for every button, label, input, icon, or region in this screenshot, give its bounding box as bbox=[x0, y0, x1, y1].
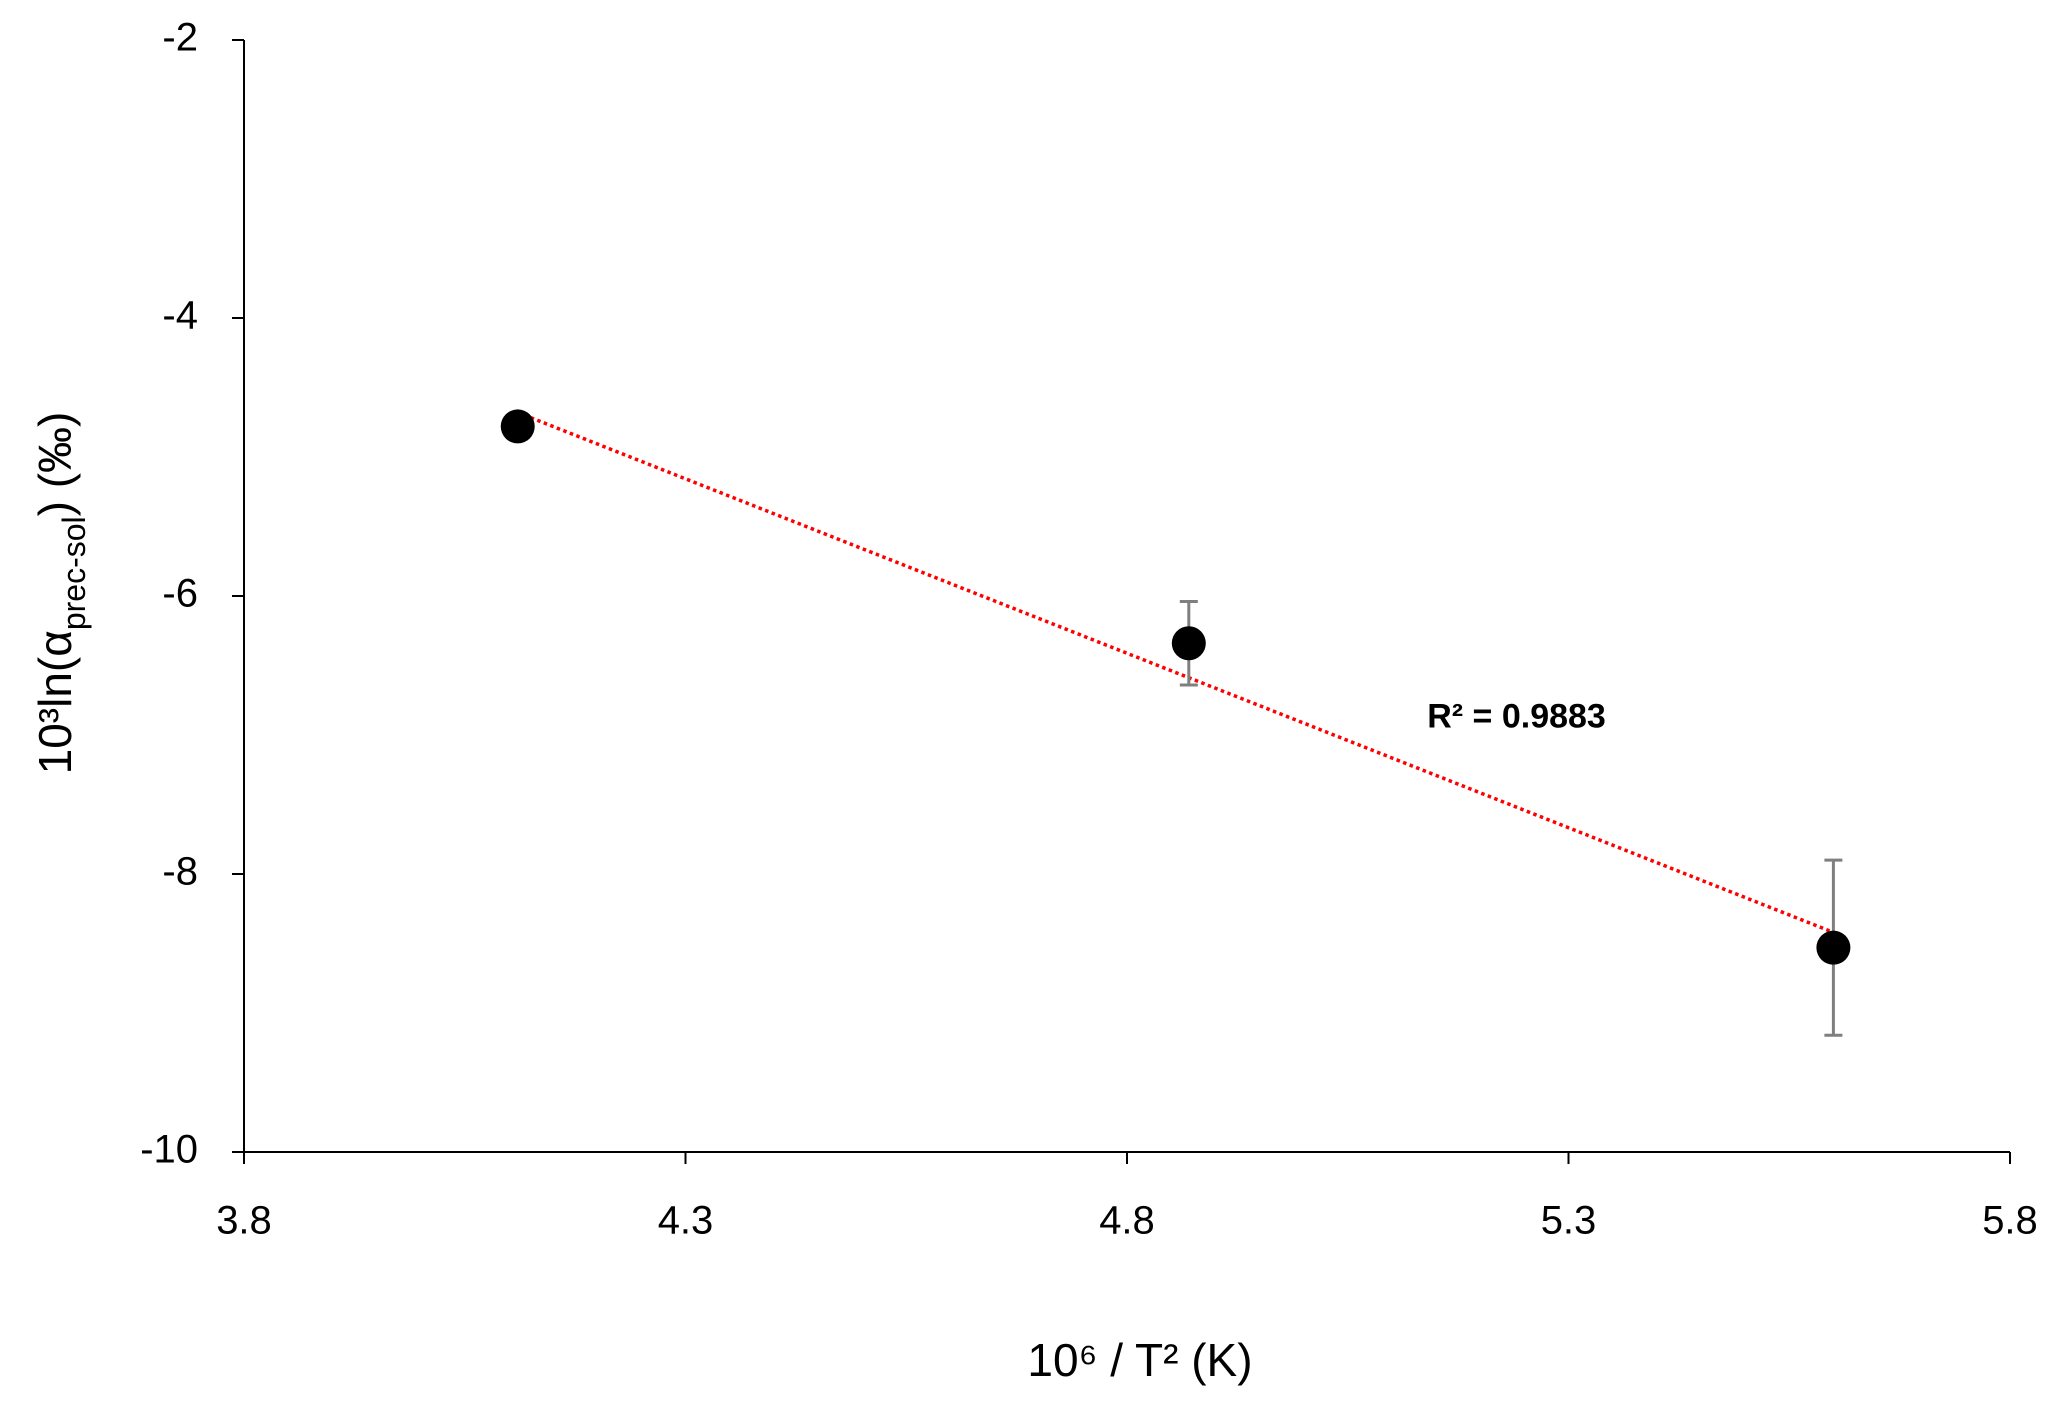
point bbox=[500, 409, 535, 444]
point bbox=[1816, 930, 1851, 965]
point bbox=[1171, 626, 1206, 661]
y-tick-label: -8 bbox=[162, 850, 198, 894]
annotation: R² = 0.9883 bbox=[1427, 697, 1606, 735]
y-tick-label: -6 bbox=[162, 572, 198, 616]
x-axis-label: 10⁶ / T² (K) bbox=[1027, 1334, 1252, 1386]
y-axis-label-main: 10³ln(α bbox=[29, 630, 81, 774]
y-tick-label: -4 bbox=[162, 294, 198, 338]
y-axis-label-sub: prec-sol bbox=[56, 516, 92, 630]
y-tick-label: -10 bbox=[140, 1128, 198, 1172]
y-axis-label-end: ) (‰) bbox=[29, 412, 81, 517]
y-axis-label: 10³ln(αprec-sol) (‰) bbox=[29, 412, 92, 775]
y-tick-label: -2 bbox=[162, 16, 198, 60]
x-tick-label: 3.8 bbox=[216, 1199, 272, 1243]
x-tick-label: 5.3 bbox=[1541, 1199, 1597, 1243]
x-tick-label: 4.8 bbox=[1099, 1199, 1155, 1243]
trendline bbox=[517, 410, 1835, 935]
x-tick-label: 5.8 bbox=[1982, 1199, 2038, 1243]
x-tick-label: 4.3 bbox=[658, 1199, 714, 1243]
